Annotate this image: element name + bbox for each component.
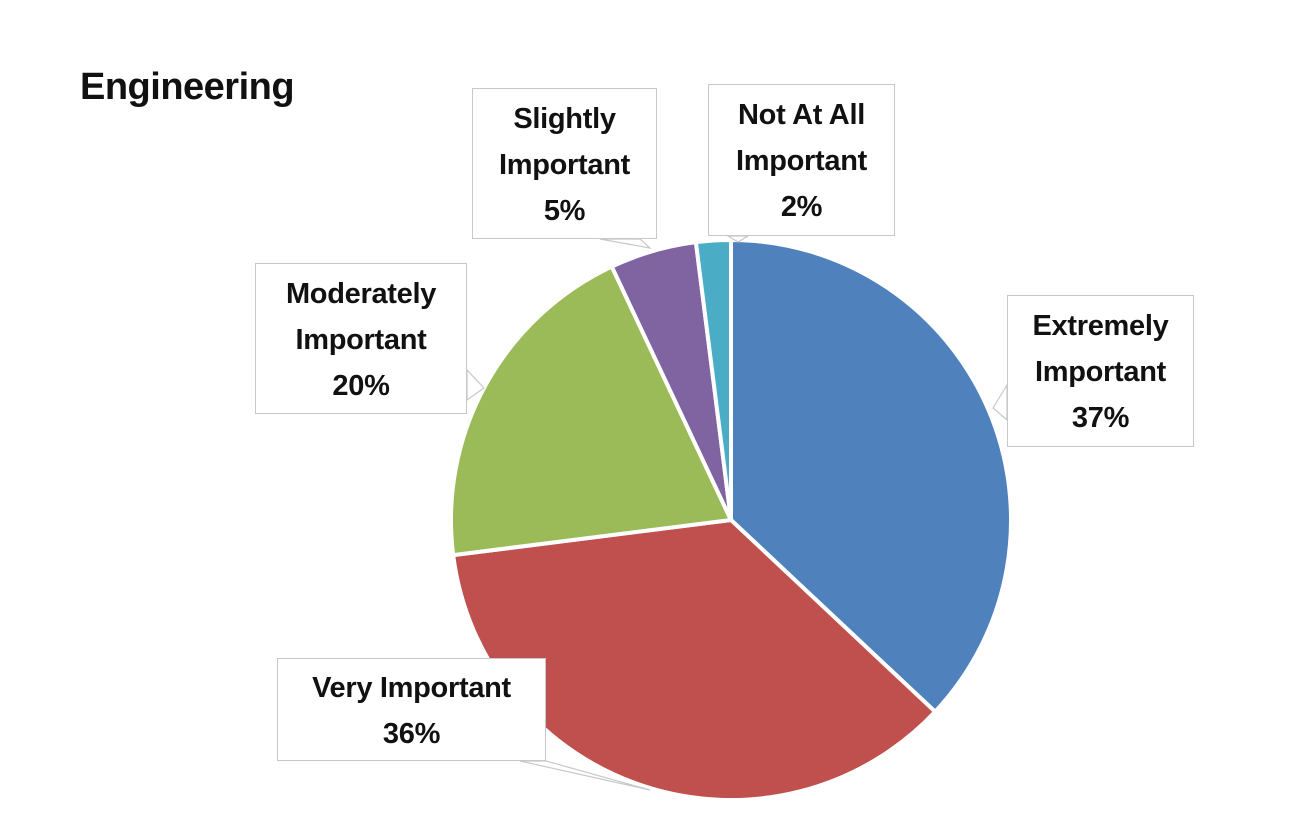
data-label-moderately-important: Moderately Important 20%	[255, 263, 467, 414]
callout-pointer-moderately-important	[466, 368, 485, 402]
chart-title: Engineering	[80, 66, 295, 108]
label-text: Moderately	[285, 277, 437, 310]
data-label-not-at-all-important: Not At All Important 2%	[708, 84, 895, 236]
data-label-slightly-important: Slightly Important 5%	[472, 88, 657, 239]
label-text: Important	[1034, 356, 1166, 388]
label-text: Not At All	[738, 99, 865, 131]
callout-pointer-very-important	[519, 760, 651, 791]
callout-pointer-slightly-important	[599, 238, 652, 249]
label-percent: 37%	[1071, 402, 1130, 434]
pie-slice-moderately-important	[449, 264, 733, 558]
label-text: Very Important	[312, 671, 511, 704]
pie-slice-very-important	[451, 518, 938, 802]
pie-slice-extremely-important	[729, 238, 1013, 714]
data-label-extremely-important: Extremely Important 37%	[1007, 295, 1194, 447]
label-text: Important	[735, 145, 867, 177]
label-text: Important	[498, 148, 630, 181]
callout-pointer-extremely-important	[992, 382, 1008, 422]
label-text: Extremely	[1032, 310, 1169, 342]
label-percent: 36%	[382, 717, 441, 750]
data-label-very-important: Very Important 36%	[277, 658, 546, 761]
label-text: Slightly	[513, 102, 616, 135]
callout-pointer-not-at-all-important	[725, 235, 751, 243]
label-text: Important	[295, 323, 427, 356]
label-percent: 20%	[332, 369, 390, 402]
label-percent: 5%	[543, 194, 586, 227]
pie-slice-not-at-all-important	[693, 237, 733, 522]
label-percent: 2%	[780, 191, 823, 223]
